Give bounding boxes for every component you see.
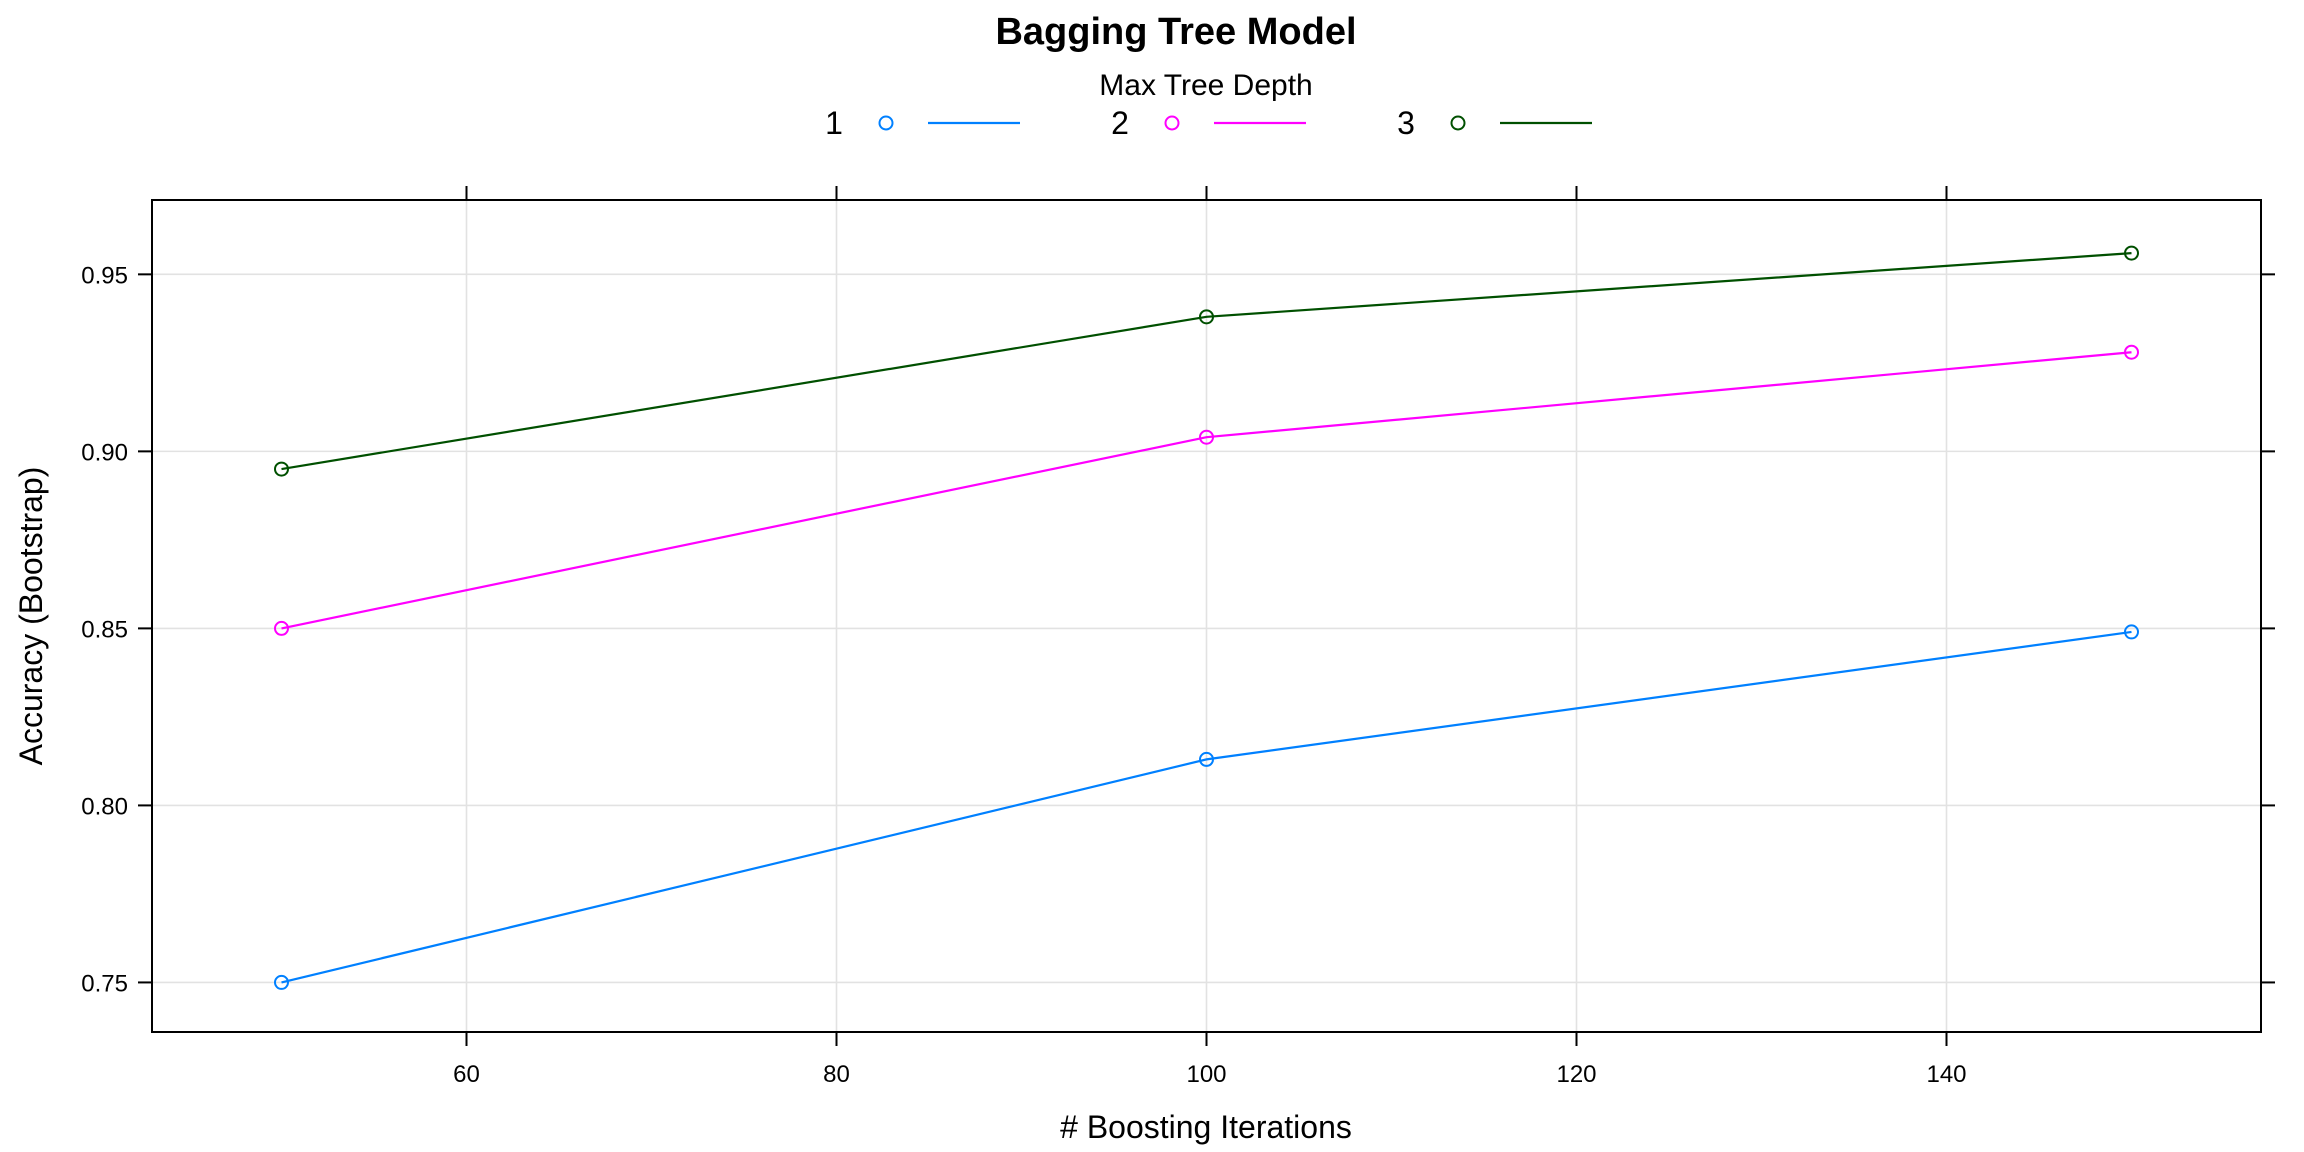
y-tick-label: 0.90	[81, 439, 128, 466]
axis-ticks: 60 80 100 120 140 0.75 0.80 0.85 0.90 0.95	[81, 186, 2275, 1088]
grid	[152, 200, 2261, 1032]
y-tick-label: 0.75	[81, 970, 128, 997]
series-1-line	[281, 630, 2132, 984]
legend-label-1: 1	[825, 105, 843, 141]
legend-point-3	[1450, 115, 1466, 131]
x-tick-label: 140	[1926, 1061, 1966, 1088]
series-1-point	[2124, 624, 2139, 640]
series-2-line	[281, 351, 2132, 630]
legend-label-2: 2	[1111, 105, 1129, 141]
series-2-point	[1199, 429, 1214, 445]
series-3-point	[2124, 245, 2139, 261]
chart-title: Bagging Tree Model	[995, 11, 1356, 53]
legend-title: Max Tree Depth	[1099, 69, 1312, 102]
y-axis-label: Accuracy (Bootstrap)	[13, 467, 49, 766]
series-2-point	[274, 620, 289, 636]
series-group	[274, 245, 2139, 990]
legend-point-1	[878, 115, 894, 131]
series-3-line	[281, 252, 2132, 471]
y-tick-label: 0.95	[81, 262, 128, 289]
y-tick-label: 0.85	[81, 616, 128, 643]
y-tick-label: 0.80	[81, 793, 128, 820]
series-2-point	[2124, 344, 2139, 360]
x-tick-label: 60	[453, 1061, 480, 1088]
x-tick-label: 120	[1556, 1061, 1596, 1088]
legend-label-3: 3	[1397, 105, 1415, 141]
series-1-point	[1199, 751, 1214, 767]
series-3-point	[274, 461, 289, 477]
series-1-point	[274, 974, 289, 990]
legend-point-2	[1164, 115, 1180, 131]
x-tick-label: 100	[1186, 1061, 1226, 1088]
series-3-point	[1199, 309, 1214, 325]
x-tick-label: 80	[823, 1061, 850, 1088]
x-axis-label: # Boosting Iterations	[1060, 1109, 1352, 1145]
legend: 1 2 3	[825, 105, 1592, 141]
